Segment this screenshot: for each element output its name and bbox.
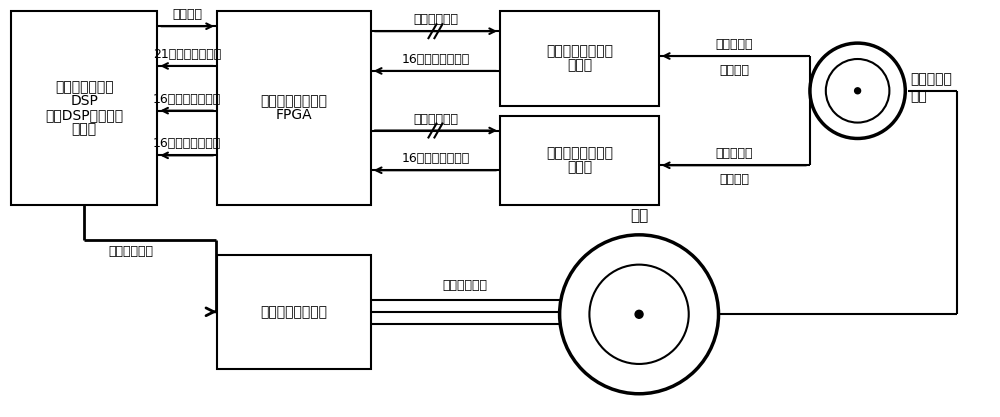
Text: 调芯片: 调芯片: [567, 160, 592, 174]
Bar: [217, 11, 371, 205]
Circle shape: [855, 88, 861, 94]
Text: 21位耦合角度数据: 21位耦合角度数据: [153, 48, 221, 61]
Text: DSP: DSP: [70, 94, 98, 108]
Text: 粗机正余弦: 粗机正余弦: [716, 38, 753, 51]
Text: 旋转变压器精机解: 旋转变压器精机解: [546, 146, 613, 161]
Text: 旋转变压器: 旋转变压器: [910, 72, 952, 86]
Text: FPGA: FPGA: [276, 108, 312, 122]
Text: 全桥功率驱动电路: 全桥功率驱动电路: [260, 305, 327, 319]
Text: 数字信号处理器: 数字信号处理器: [55, 80, 114, 94]
Text: 16位精机角度数据: 16位精机角度数据: [153, 137, 221, 151]
Text: 驱动控制信号: 驱动控制信号: [108, 245, 153, 258]
Text: 16位粗机角度数据: 16位粗机角度数据: [153, 93, 221, 106]
Text: 电机: 电机: [630, 208, 648, 223]
Text: 精机控制信号: 精机控制信号: [413, 113, 458, 126]
Text: 16位粗机角度数据: 16位粗机角度数据: [401, 53, 470, 66]
Text: 现场可编程门阵列: 现场可编程门阵列: [260, 94, 327, 108]
Bar: [500, 11, 659, 106]
Text: 精机正余弦: 精机正余弦: [716, 147, 753, 160]
Text: 调芯片: 调芯片: [567, 58, 592, 73]
Text: 三相定子绕组: 三相定子绕组: [443, 279, 488, 292]
Bar: [500, 116, 659, 205]
Text: （在DSP中执行该: （在DSP中执行该: [45, 108, 123, 122]
Text: 启动信号: 启动信号: [172, 8, 202, 21]
Circle shape: [635, 310, 643, 318]
Text: 模拟信号: 模拟信号: [719, 173, 749, 186]
Text: 模拟信号: 模拟信号: [719, 64, 749, 77]
Text: 本体: 本体: [910, 89, 927, 103]
Text: 粗机控制信号: 粗机控制信号: [413, 13, 458, 26]
Text: 旋转变压器粗机解: 旋转变压器粗机解: [546, 45, 613, 58]
Bar: [217, 255, 371, 369]
Bar: [11, 11, 157, 205]
Text: 16位精机角度数据: 16位精机角度数据: [401, 152, 470, 165]
Text: 方法）: 方法）: [72, 122, 97, 136]
